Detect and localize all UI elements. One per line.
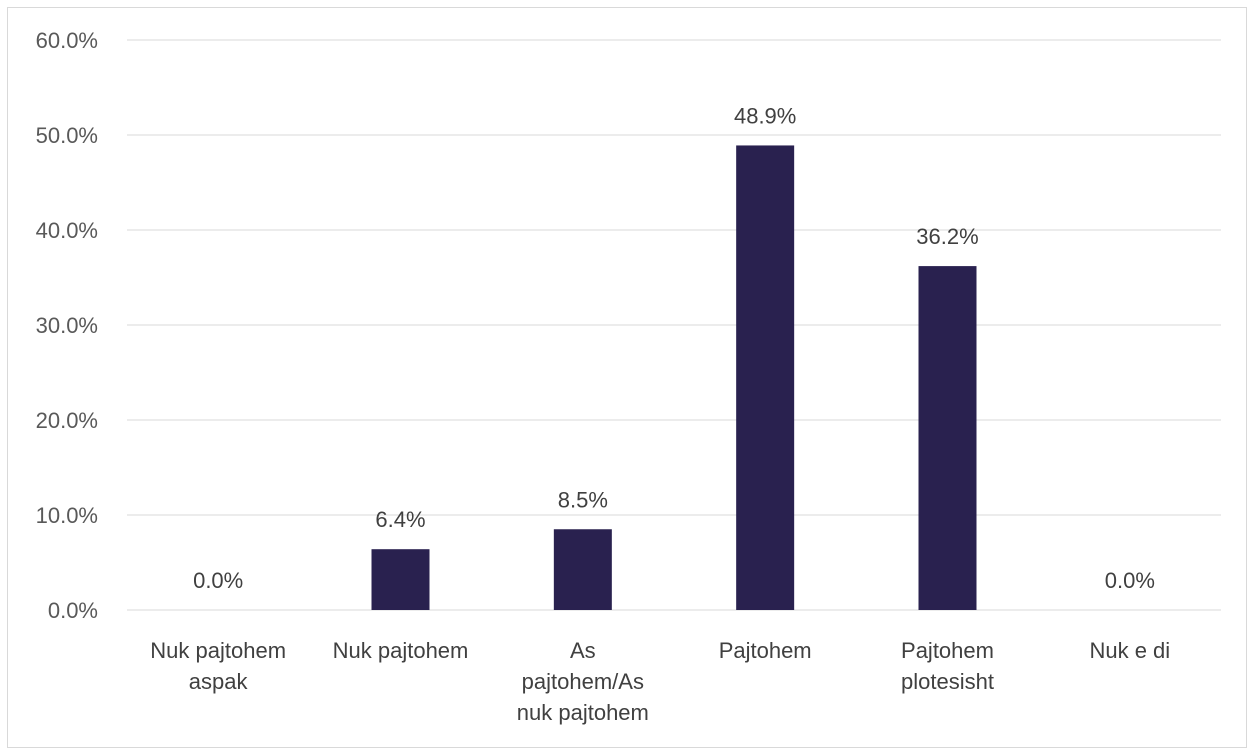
x-axis-labels: Nuk pajtohem aspak Nuk pajtohem As pajtohem/… (150, 638, 1170, 725)
data-label: 8.5% (558, 487, 608, 512)
y-tick-label: 20.0% (36, 408, 98, 433)
y-axis-ticks: 0.0% 10.0% 20.0% 30.0% 40.0% 50.0% 60.0% (36, 28, 98, 623)
x-tick-label: plotesisht (901, 669, 994, 694)
data-label: 48.9% (734, 103, 796, 128)
y-tick-label: 50.0% (36, 123, 98, 148)
bars (371, 145, 977, 610)
x-tick-label: As (570, 638, 596, 663)
x-tick-label: nuk pajtohem (517, 700, 649, 725)
y-tick-label: 40.0% (36, 218, 98, 243)
x-tick-label: aspak (189, 669, 249, 694)
y-tick-label: 10.0% (36, 503, 98, 528)
data-label: 36.2% (916, 224, 978, 249)
data-label: 0.0% (1105, 568, 1155, 593)
bar (918, 266, 977, 610)
x-tick-label: Pajtohem (901, 638, 994, 663)
data-label: 0.0% (193, 568, 243, 593)
x-tick-label: Nuk pajtohem (150, 638, 286, 663)
x-tick-label: Nuk pajtohem (333, 638, 469, 663)
x-tick-label: Pajtohem (719, 638, 812, 663)
bar (553, 529, 612, 610)
bar (371, 549, 430, 610)
y-tick-label: 30.0% (36, 313, 98, 338)
gridlines (127, 39, 1221, 611)
data-labels: 0.0% 6.4% 8.5% 48.9% 36.2% 0.0% (193, 103, 1155, 593)
data-label: 6.4% (375, 507, 425, 532)
y-tick-label: 60.0% (36, 28, 98, 53)
x-tick-label: pajtohem/As (522, 669, 644, 694)
y-tick-label: 0.0% (48, 598, 98, 623)
x-tick-label: Nuk e di (1089, 638, 1170, 663)
chart-frame (7, 7, 1247, 748)
bar (736, 145, 795, 610)
